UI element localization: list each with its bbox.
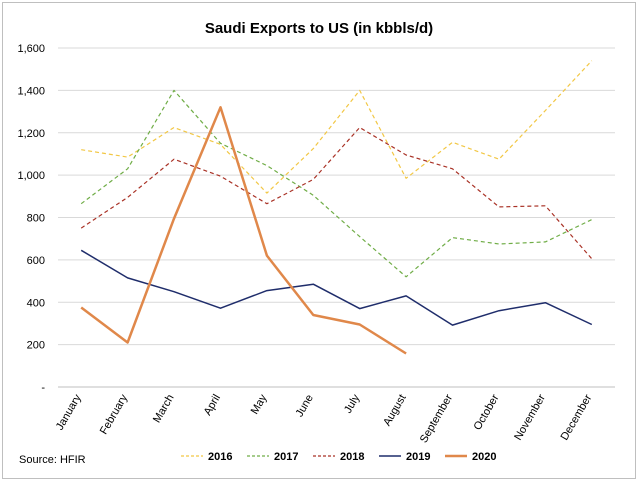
y-tick-label: 1,600 [17, 43, 45, 55]
series-line-2019 [80, 249, 593, 326]
x-axis-ticks: January February March April May June July Augu… [54, 392, 595, 445]
y-tick-label: 800 [27, 213, 45, 225]
series-lines [80, 60, 593, 355]
x-tick-label: September [418, 392, 455, 445]
legend-label-2019: 2019 [406, 451, 430, 463]
series-line-2020 [80, 106, 407, 355]
grid-lines [58, 47, 615, 388]
x-tick-label: December [559, 392, 595, 442]
x-tick-label: August [381, 393, 409, 429]
x-tick-label: May [249, 392, 270, 416]
legend: 2016 2017 2018 2019 2020 [181, 451, 496, 463]
y-tick-label: 200 [27, 340, 45, 352]
chart-frame: Saudi Exports to US (in kbbls/d) - 200 400… [2, 2, 636, 479]
legend-label-2018: 2018 [340, 451, 364, 463]
x-tick-label: January [54, 392, 84, 432]
x-tick-label: March [151, 393, 177, 425]
x-tick-label: June [294, 393, 316, 420]
y-tick-label: 600 [27, 255, 45, 267]
y-tick-label: 1,400 [17, 85, 45, 97]
legend-label-2020: 2020 [472, 451, 496, 463]
line-chart: Saudi Exports to US (in kbbls/d) - 200 400… [17, 20, 615, 466]
x-tick-label: July [342, 392, 362, 415]
y-tick-label: 1,000 [17, 170, 45, 182]
series-line-2018 [80, 126, 593, 260]
series-line-2017 [80, 89, 593, 278]
x-tick-label: February [98, 392, 131, 437]
chart-title: Saudi Exports to US (in kbbls/d) [205, 20, 433, 37]
legend-label-2017: 2017 [274, 451, 298, 463]
x-tick-label: November [512, 392, 548, 442]
x-tick-label: April [202, 393, 223, 418]
y-axis-ticks: - 200 400 600 800 1,000 1,200 1,400 1,600 [17, 43, 45, 394]
y-tick-label: - [41, 382, 45, 394]
y-tick-label: 1,200 [17, 128, 45, 140]
y-tick-label: 400 [27, 297, 45, 309]
source-note: Source: HFIR [19, 454, 86, 466]
series-line-2016 [81, 60, 593, 194]
x-tick-label: October [472, 392, 502, 432]
legend-label-2016: 2016 [208, 451, 232, 463]
